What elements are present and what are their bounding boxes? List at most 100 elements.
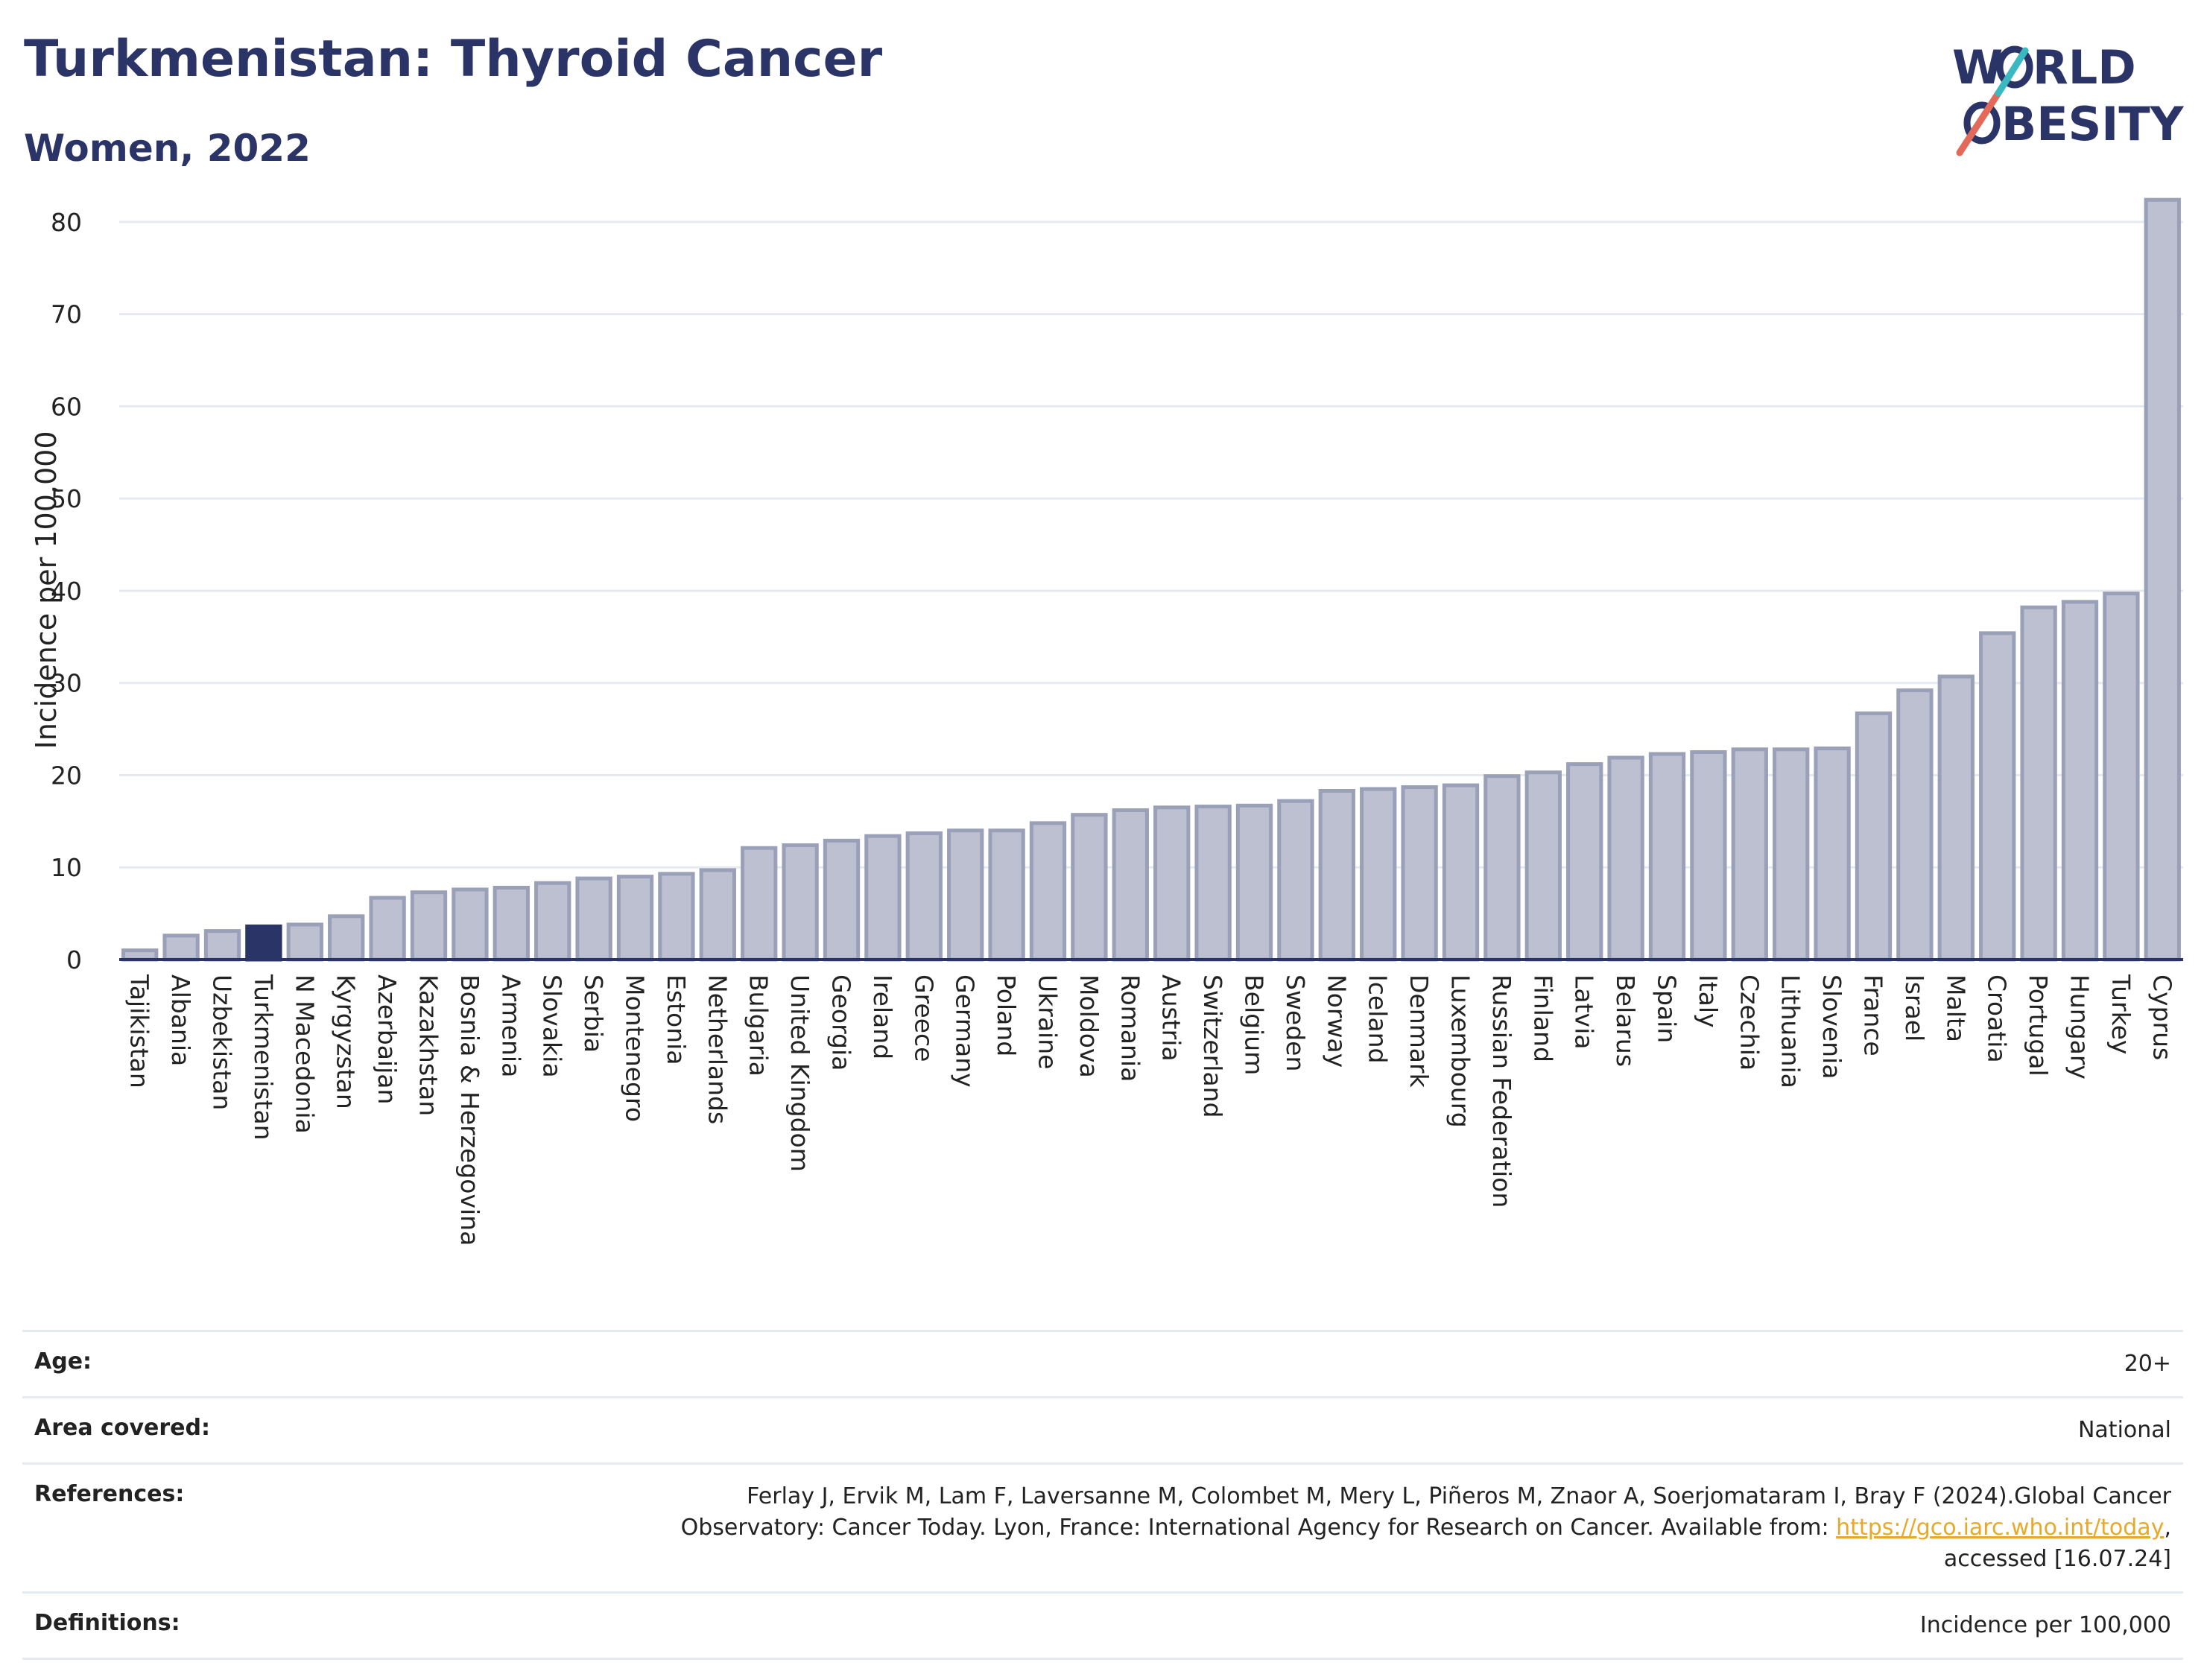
bar-spain bbox=[1648, 752, 1686, 962]
bar-armenia bbox=[493, 885, 530, 962]
x-tick-label: Germany bbox=[951, 974, 980, 1088]
references-value: Ferlay J, Ervik M, Lam F, Laversanne M, … bbox=[681, 1481, 2171, 1575]
bar-luxembourg bbox=[1442, 783, 1480, 962]
x-tick-label: Russian Federation bbox=[1487, 974, 1516, 1208]
bar-portugal bbox=[2020, 605, 2057, 962]
bar-georgia bbox=[823, 838, 861, 962]
bar-israel bbox=[1896, 688, 1934, 962]
bar-belarus bbox=[1607, 755, 1644, 962]
bar-belgium bbox=[1235, 803, 1273, 962]
bar-ireland bbox=[864, 834, 902, 962]
definitions-value: Incidence per 100,000 bbox=[1919, 1612, 2171, 1638]
y-tick-label: 60 bbox=[51, 392, 82, 421]
x-tick-label: Austria bbox=[1157, 974, 1186, 1062]
x-tick-label: Belgium bbox=[1240, 974, 1269, 1075]
definitions-label: Definitions: bbox=[34, 1610, 180, 1636]
bar-bulgaria bbox=[741, 846, 778, 962]
x-tick-label: Uzbekistan bbox=[208, 974, 237, 1110]
bar-croatia bbox=[1979, 631, 2016, 962]
x-tick-label: Hungary bbox=[2065, 974, 2094, 1080]
age-label: Age: bbox=[34, 1348, 92, 1375]
area-label: Area covered: bbox=[34, 1415, 210, 1441]
y-tick-label: 0 bbox=[66, 945, 82, 974]
bar-united-kingdom bbox=[782, 843, 819, 962]
bar-sweden bbox=[1277, 799, 1314, 962]
x-tick-label: Portugal bbox=[2024, 974, 2053, 1077]
y-tick-label: 70 bbox=[51, 300, 82, 329]
bar-albania bbox=[162, 933, 200, 962]
bar-cyprus bbox=[2144, 197, 2181, 962]
bar-ukraine bbox=[1029, 821, 1067, 962]
y-axis-ticks: 0 10 20 30 40 50 60 70 80 bbox=[51, 208, 82, 974]
x-tick-label: Iceland bbox=[1364, 974, 1393, 1063]
bar-malta bbox=[1937, 674, 1975, 962]
x-tick-label: Czechia bbox=[1735, 974, 1764, 1071]
bar-montenegro bbox=[616, 875, 654, 962]
x-tick-label: Azerbaijan bbox=[373, 974, 402, 1104]
reference-link[interactable]: https://gco.iarc.who.int/today bbox=[1836, 1515, 2165, 1541]
x-tick-label: Ireland bbox=[868, 974, 897, 1059]
bar-norway bbox=[1318, 789, 1355, 962]
y-axis-label: Incidence per 100,000 bbox=[30, 431, 63, 749]
x-tick-label: Switzerland bbox=[1198, 974, 1227, 1118]
bar-germany bbox=[947, 828, 984, 962]
x-tick-label: Croatia bbox=[1983, 974, 2012, 1063]
x-tick-label: Kazakhstan bbox=[414, 974, 443, 1116]
bar-azerbaijan bbox=[369, 896, 406, 962]
x-tick-label: Netherlands bbox=[703, 974, 732, 1124]
bar-italy bbox=[1690, 750, 1727, 962]
bar-netherlands bbox=[699, 868, 736, 962]
x-tick-label: Estonia bbox=[662, 974, 691, 1065]
meta-row-references: References: Ferlay J, Ervik M, Lam F, La… bbox=[22, 1462, 2183, 1591]
x-tick-label: N Macedonia bbox=[290, 974, 319, 1134]
bar-greece bbox=[905, 831, 943, 962]
bar-lithuania bbox=[1773, 747, 1810, 962]
meta-row-area: Area covered: National bbox=[22, 1396, 2183, 1462]
bar-n-macedonia bbox=[286, 922, 323, 962]
y-tick-label: 40 bbox=[51, 577, 82, 606]
world-obesity-logo: W RLD BESITY bbox=[1952, 40, 2185, 156]
reference-text-3: , bbox=[2164, 1515, 2171, 1541]
bar-iceland bbox=[1360, 787, 1397, 962]
logo-text-2: BESITY bbox=[2001, 97, 2185, 151]
x-tick-label: Italy bbox=[1694, 974, 1723, 1028]
x-tick-label: Georgia bbox=[827, 974, 856, 1071]
logo-text-1b: RLD bbox=[2033, 40, 2136, 95]
bar-kazakhstan bbox=[410, 890, 448, 962]
references-label: References: bbox=[34, 1481, 185, 1507]
x-tick-label: Denmark bbox=[1405, 974, 1434, 1088]
bar-estonia bbox=[658, 872, 695, 962]
x-tick-label: Norway bbox=[1322, 974, 1351, 1068]
metadata-table: Age: 20+ Area covered: National Referenc… bbox=[22, 1330, 2183, 1660]
x-tick-label: Luxembourg bbox=[1446, 974, 1475, 1128]
bar-romania bbox=[1112, 808, 1149, 962]
x-tick-label: Albania bbox=[166, 974, 195, 1066]
bar-moldova bbox=[1071, 813, 1108, 962]
x-tick-label: Ukraine bbox=[1033, 974, 1063, 1069]
age-value: 20+ bbox=[2124, 1351, 2171, 1377]
x-tick-label: Cyprus bbox=[2147, 974, 2176, 1060]
x-tick-label: Malta bbox=[1941, 974, 1970, 1042]
bar-latvia bbox=[1566, 762, 1603, 962]
y-tick-label: 20 bbox=[51, 761, 82, 790]
bar-czechia bbox=[1731, 747, 1768, 962]
x-tick-label: Turkmenistan bbox=[249, 974, 278, 1141]
y-tick-label: 30 bbox=[51, 669, 82, 698]
bar-hungary bbox=[2061, 600, 2099, 962]
x-tick-label: France bbox=[1859, 974, 1888, 1056]
reference-text-2: Observatory: Cancer Today. Lyon, France:… bbox=[680, 1515, 1837, 1541]
bar-austria bbox=[1153, 805, 1191, 962]
reference-text-4: accessed [16.07.24] bbox=[1943, 1546, 2171, 1572]
y-tick-label: 10 bbox=[51, 853, 82, 882]
x-tick-label: Poland bbox=[992, 974, 1021, 1056]
x-tick-label: Greece bbox=[909, 974, 938, 1062]
bar-slovakia bbox=[534, 881, 571, 962]
x-tick-label: Kyrgyzstan bbox=[332, 974, 361, 1109]
bar-russian-federation bbox=[1483, 774, 1521, 962]
meta-row-definitions: Definitions: Incidence per 100,000 bbox=[22, 1591, 2183, 1660]
x-tick-label: Moldova bbox=[1074, 974, 1103, 1078]
x-tick-label: Romania bbox=[1115, 974, 1144, 1082]
bar-serbia bbox=[575, 876, 612, 962]
x-tick-label: Slovakia bbox=[538, 974, 567, 1078]
x-tick-label: Latvia bbox=[1570, 974, 1599, 1049]
